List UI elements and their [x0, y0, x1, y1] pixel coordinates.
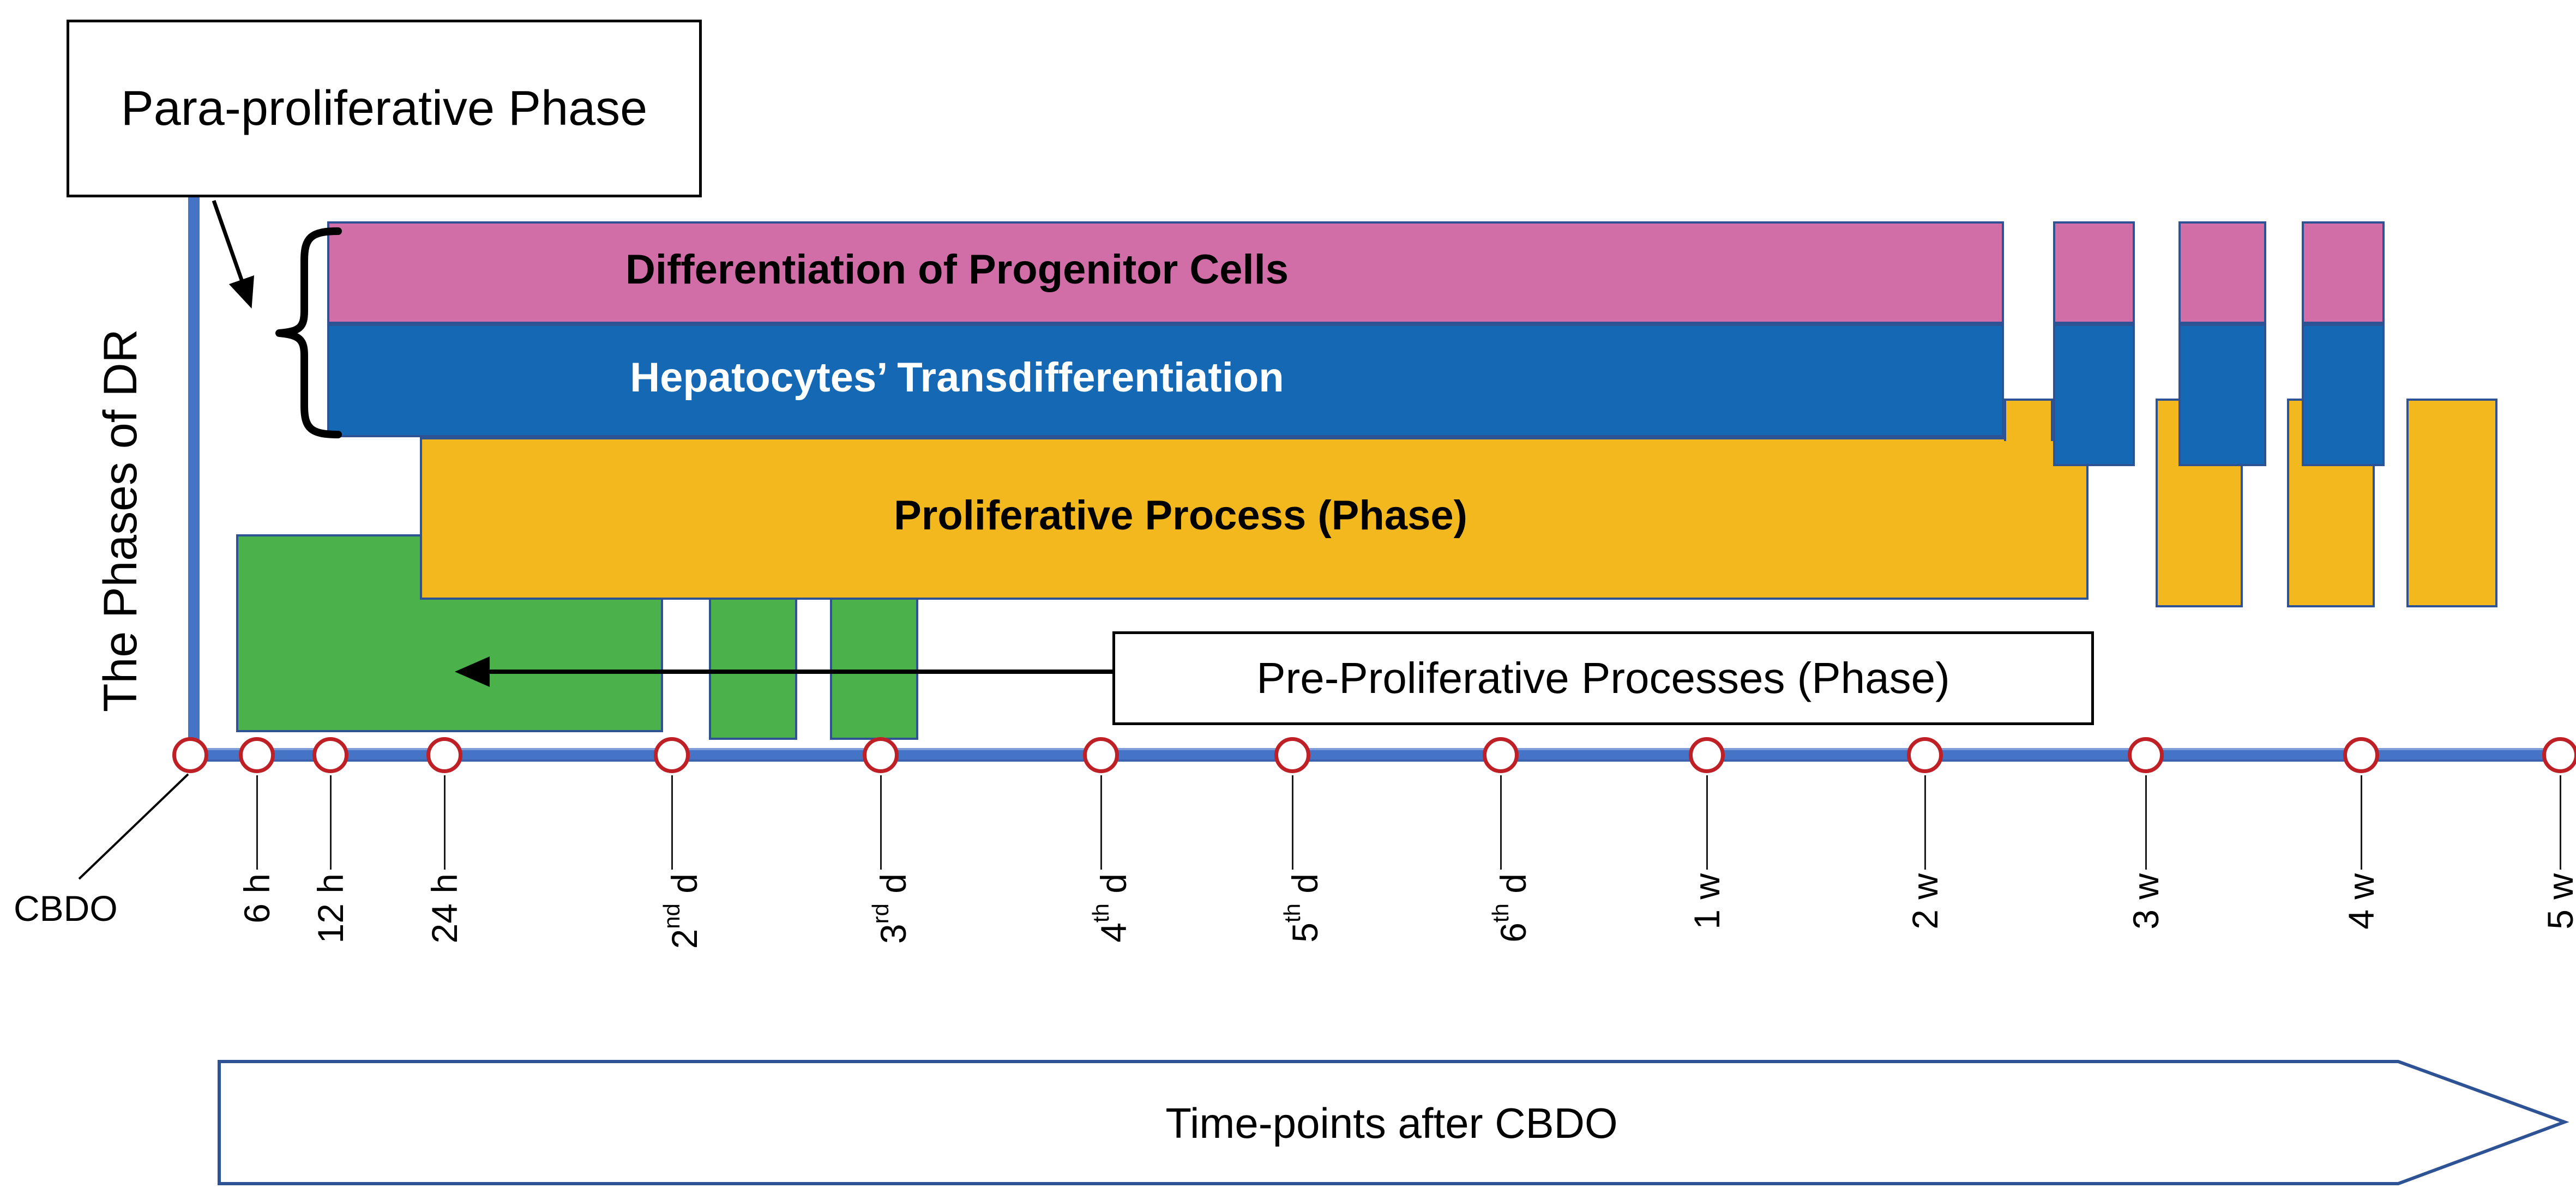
tick-circle-6h [239, 737, 275, 773]
tick-circle-5d [1274, 737, 1310, 773]
tick-circle-24h [426, 737, 462, 773]
tick-circle-2d [654, 737, 690, 773]
tick-label-12h: 12 h [310, 873, 351, 944]
bar-transdifferentiation-rec-3 [2302, 324, 2385, 466]
tick-circle-6d [1483, 737, 1519, 773]
y-axis-label: The Phases of DR [94, 329, 147, 713]
tick-label-4w: 4 w [2341, 873, 2381, 930]
tick-label-24h: 24 h [424, 873, 465, 944]
tick-circle-5w [2542, 737, 2576, 773]
tick-label-2d: 2nd d [659, 873, 705, 949]
tick-label-cbdo: CBDO [14, 888, 118, 928]
time-axis-arrow-label: Time-points after CBDO [1165, 1099, 1618, 1147]
tick-line-3d [880, 775, 882, 870]
tick-label-superscript-6d: th [1488, 903, 1513, 923]
tick-line-5d [1292, 775, 1293, 870]
tick-circle-12h [312, 737, 348, 773]
para-proliferative-label: Para-proliferative Phase [121, 81, 648, 136]
tick-line-2w [1924, 775, 1926, 870]
tick-label-superscript-3d: rd [868, 903, 893, 924]
tick-line-2d [671, 775, 673, 870]
bar-differentiation-main [327, 221, 2004, 324]
para-proliferative-label-box: Para-proliferative Phase [67, 20, 702, 197]
bar-differentiation-rec-3 [2302, 221, 2385, 324]
tick-label-2w: 2 w [1905, 873, 1945, 930]
tick-label-6d: 6th d [1488, 873, 1533, 943]
tick-line-6d [1500, 775, 1502, 870]
pre-proliferative-label: Pre-Proliferative Processes (Phase) [1256, 654, 1950, 702]
tick-circle-2w [1907, 737, 1943, 773]
tick-label-superscript-4d: th [1088, 903, 1114, 923]
timeline-line [194, 748, 2563, 762]
tick-label-5d: 5th d [1279, 873, 1325, 943]
tick-label-3w: 3 w [2126, 873, 2166, 930]
tick-line-5w [2560, 775, 2561, 870]
tick-line-4w [2361, 775, 2362, 870]
tick-line-3w [2145, 775, 2147, 870]
cbdo-leader-line [78, 773, 189, 880]
tick-circle-1w [1689, 737, 1725, 773]
tick-circle-cbdo [172, 737, 208, 773]
tick-circle-4d [1083, 737, 1119, 773]
tick-line-12h [330, 775, 332, 870]
bar-proliferative-step [2004, 399, 2053, 441]
pre-proliferative-label-box: Pre-Proliferative Processes (Phase) [1112, 631, 2094, 725]
tick-circle-3d [863, 737, 899, 773]
para-annotation-arrow [212, 200, 255, 309]
tick-label-4d: 4th d [1088, 873, 1134, 943]
tick-circle-3w [2128, 737, 2164, 773]
tick-label-6h: 6 h [237, 873, 277, 924]
bar-proliferative-rec-5w [2406, 399, 2497, 607]
bar-transdifferentiation-rec-1 [2053, 324, 2135, 466]
hepatocytes-transdifferentiation-label: Hepatocytes’ Transdifferentiation [630, 354, 1284, 401]
bar-transdifferentiation-rec-2 [2178, 324, 2266, 466]
bar-transdifferentiation-main [327, 324, 2004, 437]
tick-line-4d [1100, 775, 1102, 870]
tick-line-24h [444, 775, 446, 870]
tick-label-3d: 3rd d [868, 873, 913, 944]
bar-differentiation-rec-2 [2178, 221, 2266, 324]
tick-circle-4w [2343, 737, 2379, 773]
tick-line-6h [256, 775, 258, 870]
differentiation-of-progenitor-cells-label: Differentiation of Progenitor Cells [625, 246, 1289, 293]
tick-label-5w: 5 w [2540, 873, 2576, 930]
proliferative-process-label: Proliferative Process (Phase) [894, 492, 1467, 539]
bar-differentiation-rec-1 [2053, 221, 2135, 324]
bar-proliferative-main [420, 437, 2089, 600]
tick-line-1w [1706, 775, 1708, 870]
tick-label-superscript-2d: nd [659, 903, 684, 929]
tick-label-1w: 1 w [1687, 873, 1727, 930]
y-axis-line [188, 192, 200, 753]
tick-label-superscript-5d: th [1279, 903, 1305, 923]
